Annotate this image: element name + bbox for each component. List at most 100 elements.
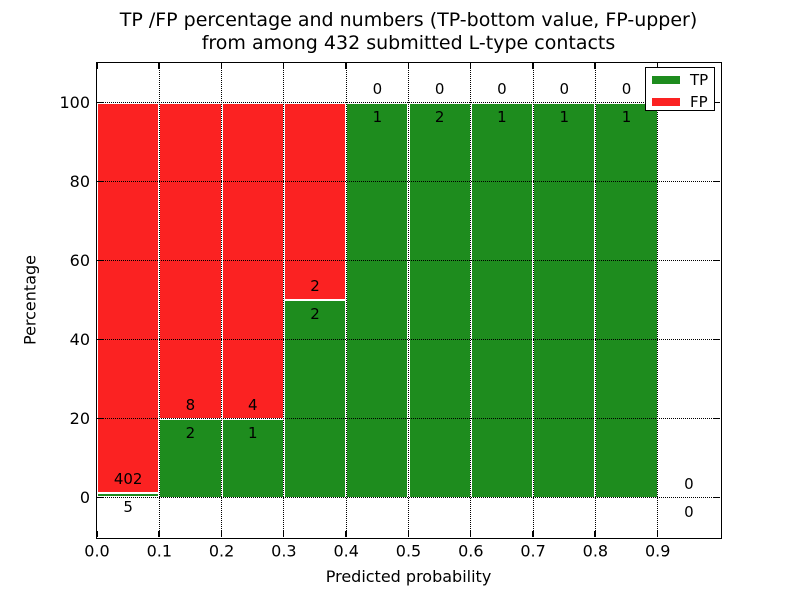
- legend-label: TP: [690, 71, 709, 89]
- y-tick-mark: [714, 101, 720, 103]
- plot-area: 402 5 8 2 4 1 2 2 0 1 0 2 0 1 0 1 0 1 0 0 TP FP: [96, 63, 720, 537]
- tp-bar-segment: [470, 102, 534, 498]
- fp-bar-segment: [283, 102, 347, 300]
- tp-count-label: 1: [559, 107, 570, 126]
- tp-bar-segment: [221, 418, 284, 498]
- fp-count-label: 0: [559, 79, 570, 98]
- legend-entry-fp: FP: [652, 93, 708, 111]
- x-tick-mark: [469, 63, 472, 69]
- chart-title-line1: TP /FP percentage and numbers (TP-bottom…: [119, 9, 698, 31]
- tp-color-swatch: [652, 76, 680, 84]
- y-axis-label: Percentage: [20, 254, 40, 346]
- horizontal-gridline: [97, 102, 720, 103]
- x-tick-mark: [594, 63, 596, 69]
- y-tick-mark: [714, 338, 720, 340]
- horizontal-gridline: [97, 418, 720, 419]
- x-tick-label: 0.4: [333, 541, 359, 561]
- horizontal-gridline: [97, 497, 720, 498]
- y-tick-label: 100: [59, 92, 90, 112]
- x-axis-label: Predicted probability: [325, 567, 492, 586]
- x-tick-label: 0.5: [395, 541, 422, 561]
- x-tick-mark: [407, 531, 409, 537]
- fp-count-label: 8: [185, 395, 196, 414]
- x-tick-mark: [594, 531, 596, 537]
- x-tick-label: 0.0: [84, 541, 110, 561]
- y-tick-label: 0: [79, 487, 90, 507]
- vertical-gridline: [345, 63, 347, 537]
- y-tick-mark: [714, 417, 720, 419]
- tp-count-label: 0: [684, 502, 694, 521]
- x-tick-mark: [282, 531, 285, 537]
- y-tick-mark: [97, 496, 103, 498]
- tp-count-label: 1: [621, 107, 632, 126]
- fp-count-label: 0: [621, 79, 632, 98]
- x-tick-mark: [345, 63, 347, 69]
- legend-label: FP: [690, 93, 708, 111]
- fp-count-label: 0: [497, 79, 507, 98]
- x-tick-mark: [532, 63, 534, 69]
- tp-bar-segment: [283, 300, 347, 498]
- tp-bar-segment: [595, 102, 658, 498]
- x-tick-mark: [469, 531, 472, 537]
- y-tick-mark: [714, 180, 720, 182]
- y-tick-mark: [714, 496, 720, 498]
- chart-title-line2: from among 432 submitted L-type contacts: [201, 32, 616, 54]
- vertical-gridline: [158, 63, 160, 537]
- y-tick-mark: [97, 180, 103, 182]
- x-tick-mark: [158, 63, 160, 69]
- x-tick-label: 0.2: [208, 541, 235, 561]
- tp-count-label: 1: [247, 423, 258, 442]
- x-tick-label: 0.1: [146, 541, 173, 561]
- x-tick-mark: [96, 531, 98, 537]
- x-tick-mark: [158, 531, 160, 537]
- y-tick-label: 40: [69, 329, 90, 349]
- fp-color-swatch: [652, 98, 680, 106]
- x-tick-label: 0.3: [271, 541, 297, 561]
- x-tick-label: 0.6: [458, 541, 484, 561]
- tp-count-label: 1: [497, 107, 507, 126]
- legend-box: TP FP: [645, 67, 715, 111]
- vertical-gridline: [408, 63, 409, 537]
- tp-count-label: 1: [372, 107, 383, 126]
- x-tick-mark: [96, 63, 98, 69]
- vertical-gridline: [221, 63, 223, 537]
- x-tick-label: 0.7: [520, 541, 546, 561]
- tp-bar-segment: [346, 102, 409, 498]
- y-tick-mark: [97, 338, 103, 340]
- x-tick-label: 0.8: [582, 541, 609, 561]
- fp-count-label: 4: [247, 395, 258, 414]
- vertical-gridline: [532, 63, 534, 537]
- fp-count-label: 0: [684, 474, 694, 493]
- x-tick-mark: [656, 531, 659, 537]
- fp-count-label: 0: [372, 79, 383, 98]
- y-tick-label: 60: [69, 250, 90, 270]
- horizontal-gridline: [97, 260, 720, 261]
- y-tick-mark: [97, 259, 103, 261]
- x-tick-mark: [282, 63, 285, 69]
- x-tick-mark: [407, 63, 409, 69]
- vertical-gridline: [657, 63, 659, 537]
- legend-entry-tp: TP: [652, 71, 709, 89]
- fp-bar-segment: [97, 102, 160, 493]
- x-tick-mark: [656, 63, 659, 69]
- tp-count-label: 2: [434, 107, 445, 126]
- tp-count-label: 5: [123, 497, 133, 516]
- tp-bar-segment: [533, 102, 596, 498]
- x-tick-label: 0.9: [644, 541, 671, 561]
- horizontal-gridline: [97, 339, 720, 340]
- vertical-gridline: [283, 63, 285, 537]
- y-tick-mark: [714, 259, 720, 261]
- y-tick-mark: [97, 101, 103, 103]
- vertical-gridline: [594, 63, 596, 537]
- vertical-gridline: [470, 63, 472, 537]
- horizontal-gridline: [97, 181, 720, 182]
- x-tick-mark: [532, 531, 534, 537]
- y-tick-label: 20: [69, 408, 90, 428]
- fp-count-label: 402: [113, 469, 143, 488]
- x-tick-mark: [220, 531, 223, 537]
- fp-count-label: 0: [434, 79, 445, 98]
- tp-count-label: 2: [185, 423, 196, 442]
- x-tick-mark: [220, 63, 223, 69]
- y-tick-mark: [97, 417, 103, 419]
